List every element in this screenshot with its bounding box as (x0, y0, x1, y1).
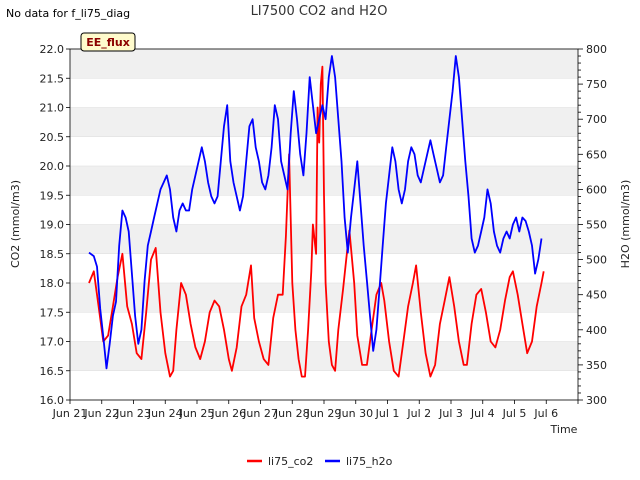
y-tick-label: 20.5 (40, 131, 65, 144)
y2-tick-label: 550 (586, 219, 607, 232)
grid-band (70, 341, 578, 371)
y2-tick-label: 300 (586, 394, 607, 407)
legend-label-co2: li75_co2 (268, 455, 313, 468)
y-tick-label: 21.5 (40, 72, 65, 85)
chart-title: LI7500 CO2 and H2O (251, 4, 388, 19)
x-tick-label: Jun 24 (147, 407, 183, 420)
y-tick-label: 18.5 (40, 248, 65, 261)
y2-axis-label: H2O (mmol/m3) (619, 180, 632, 269)
x-tick-label: Jun 23 (115, 407, 151, 420)
x-tick-label: Jun 22 (83, 407, 119, 420)
no-data-note: No data for f_li75_diag (6, 7, 130, 20)
x-tick-label: Jun 29 (306, 407, 342, 420)
grid-band (70, 370, 578, 400)
grid-band (70, 283, 578, 313)
y-tick-label: 17.5 (40, 306, 65, 319)
y-tick-label: 21.0 (40, 102, 65, 115)
y-tick-label: 19.5 (40, 189, 65, 202)
y2-tick-label: 800 (586, 43, 607, 56)
y2-tick-label: 600 (586, 183, 607, 196)
grid-band (70, 49, 578, 79)
x-tick-label: Jul 2 (406, 407, 431, 420)
badge-label: EE_flux (86, 36, 130, 49)
y2-tick-label: 500 (586, 254, 607, 267)
y2-tick-label: 650 (586, 148, 607, 161)
y-tick-label: 18.0 (40, 277, 65, 290)
y-axis-left: 16.0 16.5 17.0 17.5 18.0 18.5 19.0 19.5 20.0 20.5… (40, 43, 70, 407)
x-tick-label: Jun 21 (52, 407, 88, 420)
badge-box (80, 32, 136, 52)
y-axis-label: CO2 (mmol/m3) (9, 180, 22, 268)
y2-tick-label: 350 (586, 359, 607, 372)
series-li75_h2o (88, 55, 543, 370)
y-tick-label: 20.0 (40, 160, 65, 173)
x-tick-label: Jun 25 (179, 407, 215, 420)
grid-band (70, 312, 578, 342)
y-tick-label: 22.0 (40, 43, 65, 56)
ee-flux-badge: EE_flux (80, 32, 136, 52)
y-axis-right: 300 350 400 450 500 550 600 650 700 750 800 (578, 43, 607, 407)
series-lines (88, 55, 545, 378)
legend: li75_co2 li75_h2o (247, 455, 393, 468)
legend-label-h2o: li75_h2o (346, 455, 393, 468)
grid-band (70, 78, 578, 108)
x-axis-label: Time (550, 423, 578, 436)
y2-tick-label: 400 (586, 324, 607, 337)
x-tick-label: Jul 4 (470, 407, 495, 420)
y-tick-label: 19.0 (40, 219, 65, 232)
x-tick-label: Jul 6 (533, 407, 558, 420)
grid-band (70, 253, 578, 283)
x-tick-label: Jul 5 (502, 407, 527, 420)
y2-tick-label: 700 (586, 113, 607, 126)
x-tick-label: Jun 28 (274, 407, 310, 420)
x-tick-label: Jun 27 (242, 407, 278, 420)
y2-tick-label: 750 (586, 78, 607, 91)
x-tick-label: Jun 30 (337, 407, 373, 420)
y-tick-label: 16.0 (40, 394, 65, 407)
y-tick-label: 16.5 (40, 365, 65, 378)
x-tick-label: Jul 1 (375, 407, 400, 420)
x-tick-label: Jul 3 (438, 407, 463, 420)
x-tick-label: Jun 26 (210, 407, 246, 420)
y2-tick-label: 450 (586, 289, 607, 302)
y-tick-label: 17.0 (40, 336, 65, 349)
